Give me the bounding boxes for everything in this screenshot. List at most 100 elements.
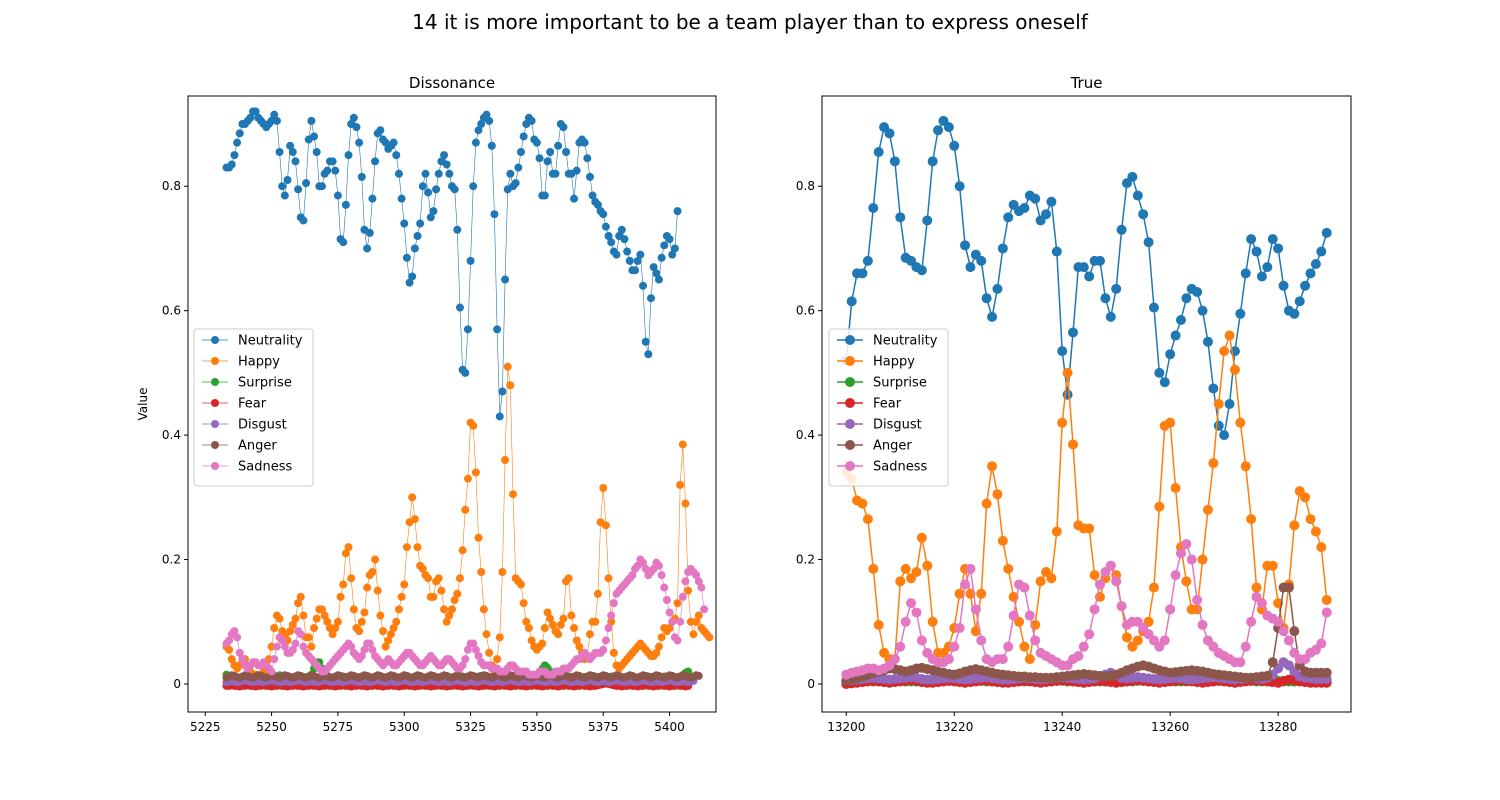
data-point [889,156,900,167]
data-point [371,555,380,564]
legend-marker [845,419,855,429]
y-tick-label: 0.2 [796,553,815,567]
data-point [307,642,316,651]
data-point [591,617,600,626]
data-point [1251,246,1262,257]
data-point [1240,268,1251,279]
data-point [1019,203,1030,213]
data-point [408,272,417,281]
data-point [519,132,528,141]
data-point [310,132,319,141]
data-point [442,160,451,169]
data-point [976,588,987,599]
data-point [1143,237,1154,248]
data-point [1035,576,1046,587]
data-point [296,630,305,639]
data-point [341,200,350,209]
data-point [1003,641,1014,652]
data-point [466,256,475,265]
data-point [1078,641,1089,652]
data-point [1197,619,1208,630]
data-point [657,253,666,262]
x-tick-label: 13200 [827,720,865,734]
data-point [474,652,483,660]
data-point [400,580,409,589]
data-point [1084,629,1095,640]
data-point [1316,246,1327,257]
data-point [1278,626,1289,637]
subplot-0: 5225 5250 5275 5300 5325 5350 5375 5400 0 0.2 0.4 0… [136,74,717,734]
data-point [402,253,411,262]
subplot-1: 13200 13220 13240 13260 13280 0 0.2 0.4 0.6 0.8 Tr… [796,74,1352,734]
data-point [694,611,703,620]
data-point [1181,576,1192,587]
x-tick-label: 5275 [323,720,354,734]
data-point [652,648,661,657]
data-point [678,440,687,449]
data-point [463,325,472,334]
data-point [623,247,632,256]
data-point [506,381,515,390]
data-point [1246,616,1257,627]
data-point [631,266,640,275]
data-point [1273,616,1284,627]
data-point [588,191,597,200]
data-point [681,499,690,508]
data-point [570,194,579,203]
data-point [593,589,602,598]
data-point [1289,626,1300,637]
data-point [307,116,316,125]
data-point [445,169,454,178]
data-point [927,156,938,167]
data-point [1246,514,1257,525]
data-point [487,141,496,150]
data-point [1246,234,1257,245]
legend-entry: Surprise [202,376,292,391]
data-point [357,172,366,181]
data-point [987,311,998,322]
y-tick-label: 0.2 [162,553,181,567]
data-point [916,635,927,646]
data-point [673,599,682,608]
data-point [1294,296,1305,307]
data-point [294,599,303,608]
data-point [670,244,679,253]
data-point [604,232,613,240]
legend-label: Sadness [238,460,292,475]
data-point [479,605,488,614]
data-point [495,412,504,421]
data-point [673,636,682,645]
data-point [906,598,917,609]
data-point [323,617,332,626]
data-point [540,624,549,632]
data-point [371,157,380,166]
data-point [1262,262,1273,273]
y-tick-label: 0.4 [796,428,815,442]
data-point [700,605,709,614]
data-point [1019,582,1030,593]
data-point [601,521,610,530]
data-point [495,633,504,642]
data-point [1068,439,1079,450]
data-point [477,120,486,128]
data-point [546,148,555,156]
legend-label: Anger [873,439,912,454]
data-point [461,368,470,377]
data-point [960,240,971,251]
data-point [954,623,965,633]
data-point [976,635,987,646]
legend-label: Disgust [238,418,287,433]
data-point [1321,607,1332,618]
legend-label: Anger [238,439,277,454]
data-point [328,630,337,639]
data-point [527,636,536,645]
data-point [288,645,297,654]
data-point [1321,595,1332,605]
subplot-title: True [1070,74,1103,92]
data-point [1105,560,1116,571]
data-point [954,181,965,192]
data-point [601,636,610,645]
data-point [543,157,552,166]
data-point [424,188,433,197]
data-point [1283,635,1294,646]
